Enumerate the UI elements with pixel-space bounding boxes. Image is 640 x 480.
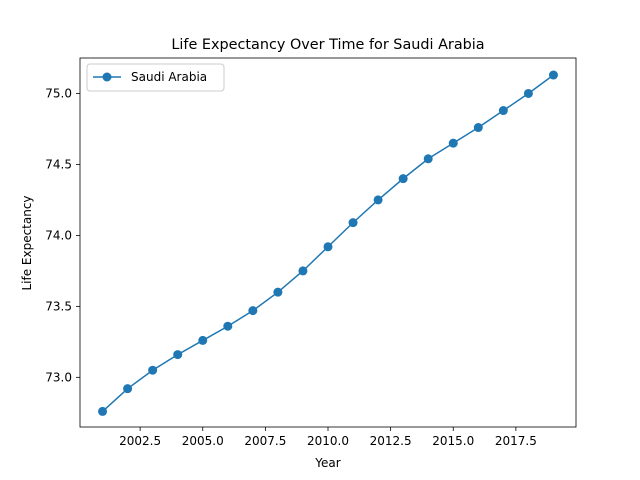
x-tick-label: 2007.5 [244, 434, 286, 448]
data-point [448, 138, 458, 148]
x-tick-label: 2002.5 [119, 434, 161, 448]
data-point [498, 106, 508, 116]
y-tick-label: 75.0 [45, 86, 72, 100]
data-point [198, 335, 208, 345]
data-point [273, 287, 283, 297]
data-point [98, 406, 108, 416]
y-axis: 73.0 73.5 74.0 74.5 75.0 [45, 86, 80, 384]
x-axis: 2002.5 2005.0 2007.5 2010.0 2012.5 2015.0 2017… [119, 427, 537, 448]
y-axis-label: Life Expectancy [20, 195, 34, 290]
x-tick-label: 2010.0 [307, 434, 349, 448]
data-point [223, 321, 233, 331]
data-point [473, 123, 483, 133]
x-tick-label: 2012.5 [370, 434, 412, 448]
data-point [548, 70, 558, 80]
data-point [523, 88, 533, 98]
legend-box [86, 63, 225, 92]
x-tick-label: 2005.0 [182, 434, 224, 448]
x-axis-label: Year [314, 456, 340, 470]
data-point [123, 384, 133, 394]
x-tick-label: 2015.0 [432, 434, 474, 448]
y-tick-label: 74.5 [45, 157, 72, 171]
data-point [398, 174, 408, 184]
data-point [423, 154, 433, 164]
y-tick-label: 73.0 [45, 370, 72, 384]
data-point [248, 306, 258, 316]
data-point [148, 365, 158, 375]
y-tick-label: 74.0 [45, 228, 72, 242]
series-layer [98, 70, 558, 416]
data-point [373, 195, 383, 205]
chart-title: Life Expectancy Over Time for Saudi Arab… [171, 37, 484, 53]
legend-point-marker [102, 72, 112, 82]
legend-label-saudi-arabia: Saudi Arabia [131, 70, 207, 84]
data-point [173, 350, 183, 360]
data-point [348, 218, 358, 228]
legend: Saudi Arabia [86, 63, 225, 92]
y-tick-label: 73.5 [45, 299, 72, 313]
x-tick-label: 2017.5 [495, 434, 537, 448]
data-point [298, 266, 308, 276]
data-point [323, 242, 333, 252]
